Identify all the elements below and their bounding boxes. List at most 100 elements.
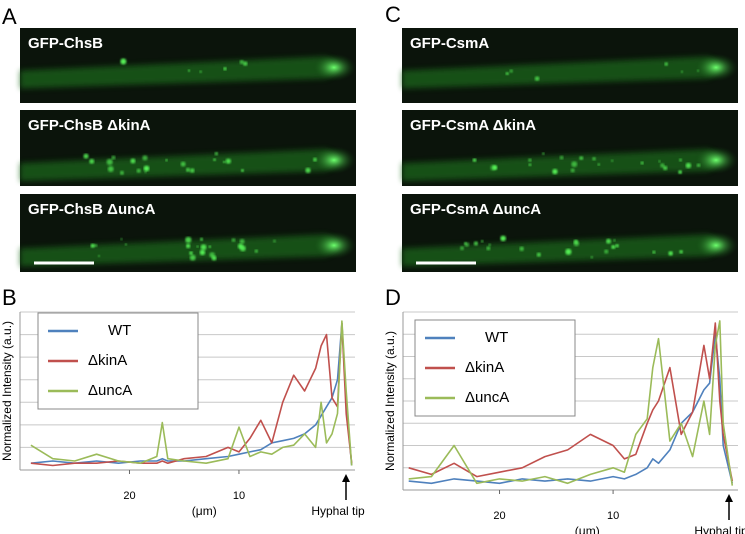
vesicle <box>663 165 668 171</box>
vesicle <box>611 244 616 250</box>
vesicle <box>590 256 594 259</box>
vesicle <box>559 155 564 160</box>
series-line <box>30 320 353 466</box>
vesicle <box>615 244 619 248</box>
vesicle <box>505 72 509 76</box>
vesicle <box>189 168 195 173</box>
vesicle <box>536 252 541 257</box>
tip-arrowhead <box>342 474 350 482</box>
vesicle <box>120 58 127 65</box>
panel-label: B <box>2 285 17 310</box>
vesicle <box>678 158 683 162</box>
x-axis-label: (μm) <box>192 504 217 518</box>
vesicle <box>144 171 147 174</box>
vesicle <box>199 70 202 73</box>
panel-label: C <box>385 2 401 27</box>
hypha-tip <box>694 231 738 260</box>
image-label: GFP-ChsB ΔkinA <box>28 117 151 134</box>
vesicle <box>254 249 258 253</box>
vesicle <box>565 248 572 255</box>
hypha <box>402 149 721 182</box>
panel-label: A <box>2 4 17 29</box>
vesicle <box>273 239 276 243</box>
image-label: GFP-CsmA <box>410 35 489 52</box>
vesicle <box>480 239 484 243</box>
vesicle <box>94 243 98 247</box>
vesicle <box>486 246 491 251</box>
vesicle <box>196 245 199 248</box>
annotation: Hyphal tip <box>311 504 365 518</box>
vesicle <box>640 161 644 165</box>
vesicle <box>107 166 114 172</box>
hypha <box>20 234 339 267</box>
vesicle <box>597 163 601 166</box>
vesicle <box>606 238 612 244</box>
image-label: GFP-CsmA ΔuncA <box>410 201 541 218</box>
tip-arrowhead <box>725 494 733 502</box>
vesicle <box>165 158 168 162</box>
vesicle <box>519 246 524 252</box>
vesicle <box>180 161 186 167</box>
vesicle <box>652 250 656 254</box>
hypha <box>20 56 339 89</box>
vesicle <box>222 160 226 164</box>
vesicle <box>124 243 127 246</box>
vesicle <box>240 169 244 173</box>
legend-label: WT <box>108 322 131 339</box>
vesicle <box>592 156 596 161</box>
image-label: GFP-CsmA ΔkinA <box>410 117 536 134</box>
vesicle <box>528 158 532 162</box>
vesicle <box>189 251 193 255</box>
vesicle <box>142 155 148 161</box>
vesicle <box>225 158 231 164</box>
vesicle <box>509 69 513 73</box>
x-tick-label: 10 <box>233 490 245 502</box>
hypha-tip <box>694 146 738 175</box>
hypha <box>402 234 721 267</box>
x-axis-label: (μm) <box>575 524 600 534</box>
x-tick-label: 10 <box>607 510 619 522</box>
vesicle <box>239 59 244 65</box>
legend-label: ΔkinA <box>465 359 504 376</box>
legend-label: ΔuncA <box>465 389 509 406</box>
vesicle <box>573 240 580 247</box>
vesicle <box>313 157 317 162</box>
x-tick-label: 20 <box>493 510 505 522</box>
vesicle <box>473 241 479 246</box>
vesicle <box>89 158 95 164</box>
vesicle <box>570 168 575 173</box>
vesicle <box>223 67 227 71</box>
hypha-tip <box>312 53 356 82</box>
image-label: GFP-ChsB ΔuncA <box>28 201 156 218</box>
vesicle <box>185 243 191 249</box>
legend-label: WT <box>485 329 508 346</box>
vesicle <box>660 163 665 168</box>
legend-label: ΔkinA <box>88 352 127 369</box>
hypha <box>20 149 339 182</box>
vesicle <box>542 152 545 155</box>
vesicle <box>211 255 217 261</box>
series-line <box>408 322 734 482</box>
vesicle <box>106 158 113 166</box>
vesicle <box>679 250 683 254</box>
vesicle <box>604 249 609 254</box>
vesicle <box>213 158 216 162</box>
vesicle <box>571 161 578 168</box>
y-axis-label: Normalized Intensity (a.u.) <box>383 331 397 471</box>
vesicle <box>199 249 206 256</box>
vesicle <box>200 244 207 251</box>
vesicle <box>552 168 558 175</box>
vesicle <box>579 156 584 161</box>
vesicle <box>130 158 136 164</box>
annotation: Hyphal tip <box>694 524 745 534</box>
vesicle <box>214 151 219 156</box>
vesicle <box>534 76 540 81</box>
vesicle <box>97 254 101 258</box>
vesicle <box>136 168 141 173</box>
x-tick-label: 20 <box>123 490 135 502</box>
vesicle <box>500 235 506 242</box>
vesicle <box>472 158 477 162</box>
vesicle <box>187 69 191 72</box>
vesicle <box>696 163 701 168</box>
